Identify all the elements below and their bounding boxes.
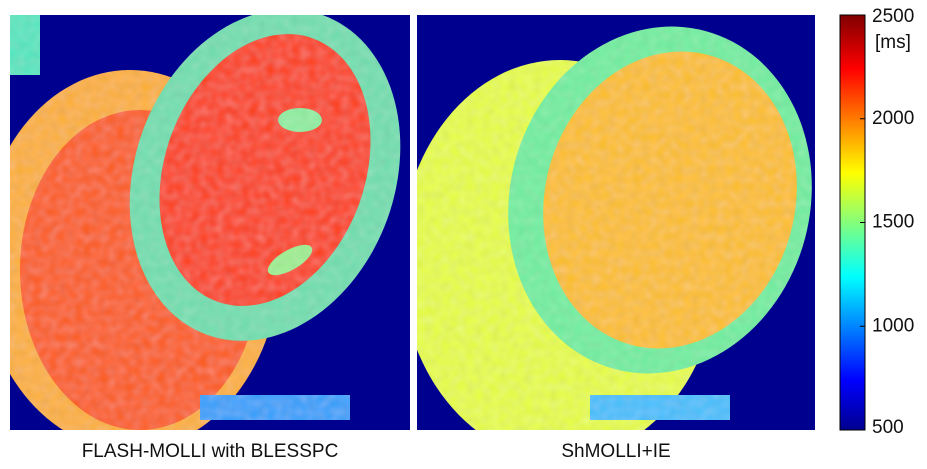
left-map xyxy=(10,15,410,430)
colorbar-unit: [ms] xyxy=(875,32,911,53)
panel-label: FLASH-MOLLI with BLESSPC xyxy=(82,441,339,462)
tick-label: 2500 xyxy=(872,6,914,27)
right-map xyxy=(417,15,815,430)
panel-label: ShMOLLI+IE xyxy=(561,441,670,462)
tick-label: 1500 xyxy=(872,212,914,233)
tick-label: 500 xyxy=(872,417,904,438)
tick-label: 1000 xyxy=(872,315,914,336)
tick-label: 2000 xyxy=(872,108,914,129)
